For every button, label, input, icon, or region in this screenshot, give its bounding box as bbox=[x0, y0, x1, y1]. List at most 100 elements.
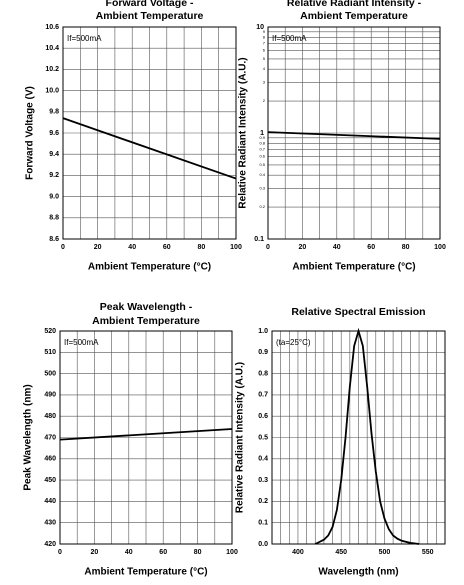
y-tick-label: 0.1 bbox=[258, 520, 268, 527]
y-tick-label: 8.6 bbox=[49, 236, 59, 243]
y-tick-label: 0.8 bbox=[258, 370, 268, 377]
y-tick-label: 9.8 bbox=[49, 109, 59, 116]
annotation: If=500mA bbox=[67, 34, 102, 43]
y-axis-label: Relative Radiant Intensity (A.U.) bbox=[235, 362, 246, 513]
x-tick-label: 40 bbox=[125, 549, 133, 556]
chart-title: Ambient Temperature bbox=[92, 315, 200, 327]
minor-tick-label: 3 bbox=[263, 79, 266, 84]
y-tick-label: 10 bbox=[256, 24, 264, 31]
x-tick-label: 100 bbox=[230, 244, 242, 251]
minor-tick-label: 9 bbox=[263, 29, 266, 34]
y-tick-label: 0.4 bbox=[258, 456, 268, 463]
x-tick-label: 400 bbox=[292, 549, 304, 556]
chart-title: Relative Radiant Intensity - bbox=[287, 0, 422, 9]
y-tick-label: 10.4 bbox=[45, 45, 59, 52]
y-tick-label: 9.0 bbox=[49, 193, 59, 200]
x-axis-label: Ambient Temperature (°C) bbox=[84, 567, 207, 578]
y-tick-label: 420 bbox=[44, 541, 56, 548]
x-tick-label: 0 bbox=[61, 244, 65, 251]
x-axis-label: Wavelength (nm) bbox=[318, 567, 398, 578]
y-tick-label: 10.2 bbox=[45, 66, 59, 73]
y-tick-label: 0.6 bbox=[258, 413, 268, 420]
y-tick-label: 490 bbox=[44, 392, 56, 399]
data-line bbox=[314, 327, 420, 545]
x-tick-label: 80 bbox=[402, 244, 410, 251]
x-tick-label: 20 bbox=[94, 244, 102, 251]
y-tick-label: 9.4 bbox=[49, 151, 59, 158]
y-tick-label: 0.3 bbox=[258, 477, 268, 484]
x-tick-label: 100 bbox=[434, 244, 446, 251]
y-axis-label: Peak Wavelength (nm) bbox=[23, 384, 34, 490]
y-tick-label: 510 bbox=[44, 349, 56, 356]
x-tick-label: 60 bbox=[367, 244, 375, 251]
plot-frame bbox=[267, 26, 441, 240]
annotation: (ta=25°C) bbox=[276, 338, 311, 347]
annotation: If=500mA bbox=[272, 34, 307, 43]
y-tick-label: 0.9 bbox=[258, 349, 268, 356]
y-tick-label: 0.7 bbox=[258, 392, 268, 399]
minor-tick-label: 0.6 bbox=[259, 154, 265, 159]
x-tick-label: 450 bbox=[335, 549, 347, 556]
x-tick-label: 60 bbox=[159, 549, 167, 556]
x-tick-label: 0 bbox=[58, 549, 62, 556]
minor-tick-label: 0.4 bbox=[259, 172, 265, 177]
plot-frame bbox=[59, 330, 233, 545]
minor-tick-label: 0.5 bbox=[259, 162, 265, 167]
chart-title: Relative Spectral Emission bbox=[291, 306, 425, 318]
x-tick-label: 60 bbox=[163, 244, 171, 251]
y-tick-label: 10.0 bbox=[45, 87, 59, 94]
minor-tick-label: 0.3 bbox=[259, 185, 265, 190]
minor-tick-label: 2 bbox=[263, 98, 266, 103]
annotation: If=500mA bbox=[64, 338, 99, 347]
y-tick-label: 430 bbox=[44, 520, 56, 527]
y-tick-label: 0.2 bbox=[258, 498, 268, 505]
y-axis-label: Forward Voltage (V) bbox=[25, 86, 36, 180]
minor-tick-label: 0.8 bbox=[259, 140, 265, 145]
chart-title: Forward Voltage - bbox=[106, 0, 194, 9]
data-line bbox=[267, 131, 441, 140]
x-axis-label: Ambient Temperature (°C) bbox=[292, 262, 415, 273]
data-line bbox=[62, 117, 237, 180]
y-tick-label: 500 bbox=[44, 370, 56, 377]
minor-tick-label: 4 bbox=[263, 66, 266, 71]
y-axis-label: Relative Radiant Intensity (A.U.) bbox=[238, 57, 249, 208]
y-tick-label: 520 bbox=[44, 328, 56, 335]
y-tick-label: 0.0 bbox=[258, 541, 268, 548]
minor-tick-label: 0.9 bbox=[259, 135, 265, 140]
y-tick-label: 10.6 bbox=[45, 24, 59, 31]
y-tick-label: 440 bbox=[44, 498, 56, 505]
y-tick-label: 8.8 bbox=[49, 215, 59, 222]
y-tick-label: 460 bbox=[44, 456, 56, 463]
x-tick-label: 20 bbox=[299, 244, 307, 251]
minor-tick-label: 6 bbox=[263, 48, 266, 53]
data-line bbox=[59, 428, 233, 441]
plot-frame bbox=[62, 26, 237, 240]
x-tick-label: 500 bbox=[379, 549, 391, 556]
minor-tick-label: 8 bbox=[263, 34, 266, 39]
y-tick-label: 1 bbox=[260, 130, 264, 137]
chart-title: Ambient Temperature bbox=[96, 10, 204, 22]
x-tick-label: 100 bbox=[226, 549, 238, 556]
x-tick-label: 20 bbox=[91, 549, 99, 556]
x-tick-label: 0 bbox=[266, 244, 270, 251]
chart-title: Ambient Temperature bbox=[300, 10, 408, 22]
x-tick-label: 40 bbox=[333, 244, 341, 251]
y-tick-label: 0.1 bbox=[254, 236, 264, 243]
y-tick-label: 480 bbox=[44, 413, 56, 420]
x-tick-label: 80 bbox=[198, 244, 206, 251]
y-tick-label: 450 bbox=[44, 477, 56, 484]
minor-tick-label: 0.2 bbox=[259, 204, 265, 209]
minor-tick-label: 7 bbox=[263, 40, 266, 45]
x-tick-label: 40 bbox=[128, 244, 136, 251]
y-tick-label: 9.6 bbox=[49, 130, 59, 137]
minor-tick-label: 5 bbox=[263, 56, 266, 61]
x-tick-label: 550 bbox=[422, 549, 434, 556]
y-tick-label: 9.2 bbox=[49, 172, 59, 179]
x-axis-label: Ambient Temperature (°C) bbox=[88, 262, 211, 273]
y-tick-label: 0.5 bbox=[258, 434, 268, 441]
minor-tick-label: 0.7 bbox=[259, 146, 265, 151]
y-tick-label: 470 bbox=[44, 434, 56, 441]
x-tick-label: 80 bbox=[194, 549, 202, 556]
chart-title: Peak Wavelength - bbox=[100, 301, 193, 313]
